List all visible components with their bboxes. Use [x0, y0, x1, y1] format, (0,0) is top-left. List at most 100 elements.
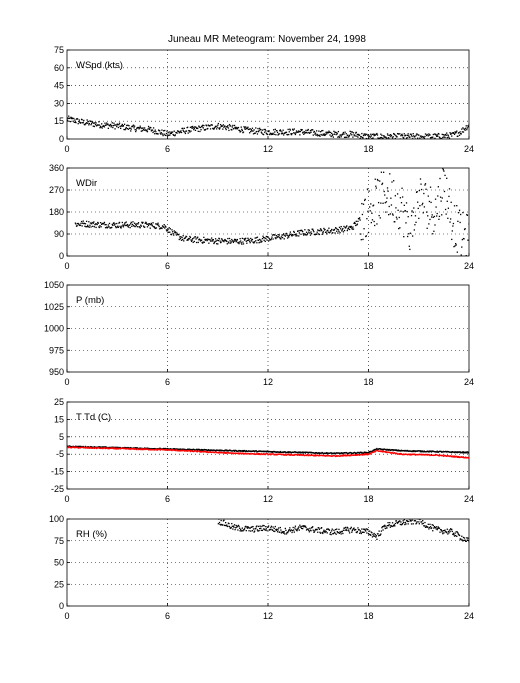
data-point [204, 239, 207, 241]
data-point [175, 234, 178, 236]
data-point [398, 133, 400, 135]
data-point [403, 519, 405, 521]
data-point [424, 526, 427, 528]
data-point [361, 453, 363, 455]
data-point [357, 133, 360, 136]
data-point [188, 238, 190, 240]
data-point [352, 226, 354, 228]
data-point [130, 221, 132, 223]
data-point [314, 530, 316, 532]
data-point [160, 133, 162, 135]
data-point [416, 191, 418, 193]
data-point [163, 224, 165, 226]
data-point [237, 126, 240, 129]
data-point [273, 133, 275, 136]
data-point [403, 204, 405, 206]
data-point [112, 124, 115, 127]
data-point [232, 241, 235, 244]
data-point [304, 452, 307, 454]
data-point [322, 532, 324, 535]
x-tick-label: 6 [165, 611, 170, 621]
data-point [355, 131, 357, 134]
data-point [331, 530, 333, 532]
data-point [451, 230, 453, 232]
data-point [455, 131, 457, 133]
data-point [447, 530, 450, 533]
data-point [448, 188, 451, 190]
data-point [77, 118, 79, 120]
data-point [266, 450, 269, 452]
data-point [468, 223, 469, 225]
data-point [371, 133, 374, 136]
data-point [436, 135, 438, 137]
data-point [388, 205, 390, 208]
data-point [415, 523, 417, 525]
data-point [466, 451, 469, 453]
data-point [387, 521, 389, 524]
data-point [249, 527, 251, 529]
data-point [228, 237, 231, 240]
data-point [424, 184, 426, 186]
data-point [374, 178, 376, 180]
data-point [343, 133, 345, 135]
data-point [256, 236, 259, 238]
data-point [201, 126, 203, 128]
data-point [411, 519, 413, 521]
data-point [290, 453, 293, 456]
data-point [455, 132, 457, 134]
data-point [420, 135, 422, 137]
data-point [179, 236, 181, 238]
data-points [74, 168, 469, 256]
data-point [238, 527, 241, 529]
data-point [394, 134, 396, 136]
data-point [262, 528, 265, 530]
data-point [267, 240, 270, 242]
data-point [243, 239, 246, 241]
data-point [101, 123, 103, 125]
data-point [322, 531, 324, 533]
data-point [115, 448, 117, 450]
data-point [194, 126, 196, 128]
data-point [140, 224, 142, 226]
data-point [394, 522, 396, 525]
data-points [217, 519, 469, 543]
data-point [298, 130, 300, 132]
data-point [456, 130, 458, 132]
data-point [385, 211, 387, 213]
data-point [443, 532, 445, 534]
data-point [427, 135, 429, 137]
data-point [445, 134, 447, 136]
x-tick-label: 24 [464, 377, 474, 387]
data-point [237, 452, 240, 454]
data-point [346, 136, 348, 138]
data-point [289, 451, 292, 453]
data-point [437, 195, 439, 197]
data-point [444, 136, 446, 139]
data-point [357, 220, 359, 222]
data-point [463, 539, 465, 541]
data-point [242, 449, 244, 452]
data-point [123, 446, 126, 449]
data-point [263, 128, 265, 131]
data-point [182, 235, 184, 237]
data-point [407, 523, 409, 525]
data-point [260, 129, 262, 131]
data-point [325, 131, 327, 133]
data-point [375, 133, 378, 135]
data-point [293, 531, 295, 533]
data-point [296, 530, 298, 532]
data-point [433, 138, 435, 139]
data-point [288, 451, 290, 454]
data-point [425, 188, 427, 190]
data-point [121, 124, 123, 127]
data-point [237, 241, 240, 244]
data-point [169, 132, 171, 135]
data-point [332, 133, 334, 136]
data-point [328, 131, 331, 133]
data-point [220, 241, 222, 243]
data-point [319, 131, 322, 133]
data-point [342, 131, 345, 134]
data-point [438, 136, 441, 138]
data-point [437, 527, 439, 530]
data-point [382, 529, 384, 531]
